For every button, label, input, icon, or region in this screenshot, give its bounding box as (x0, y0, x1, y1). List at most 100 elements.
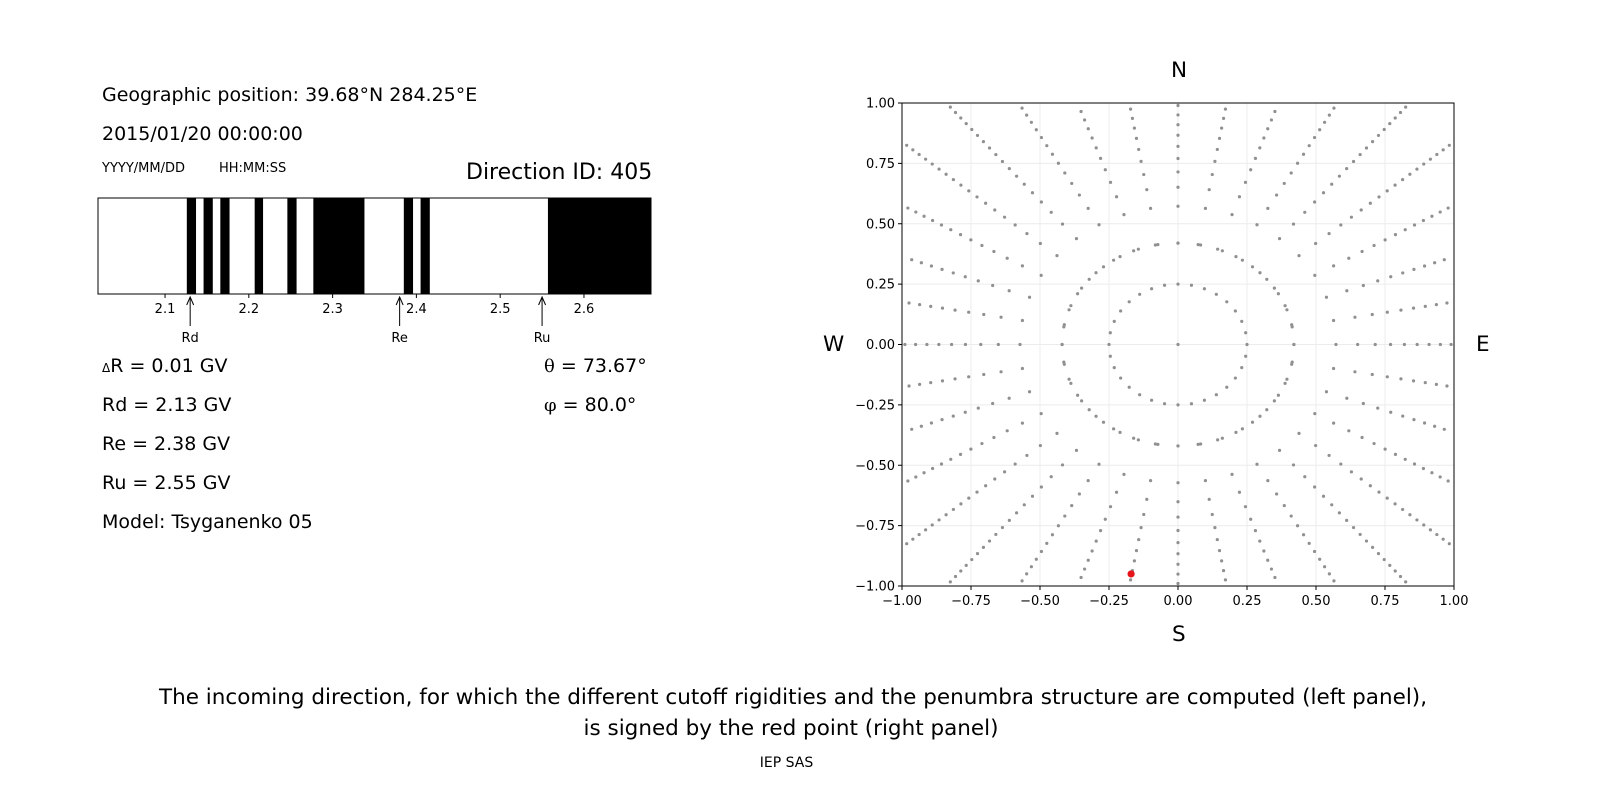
direction-point (991, 283, 995, 288)
direction-point (1438, 210, 1442, 214)
direction-point (1368, 484, 1372, 488)
direction-point (1258, 271, 1262, 275)
direction-point (1142, 172, 1146, 177)
direction-point (1136, 247, 1140, 251)
direction-point (1323, 565, 1327, 569)
direction-point (953, 110, 958, 115)
penumbra-x-tick-label: 2.1 (155, 302, 176, 317)
direction-point (1433, 424, 1437, 428)
scatter-x-tick-label: −1.00 (882, 594, 922, 609)
direction-point (1435, 532, 1439, 537)
penumbra-x-tick-label: 2.2 (238, 302, 259, 317)
direction-point (1269, 118, 1274, 122)
direction-point (1039, 273, 1043, 277)
direction-point (1022, 503, 1026, 507)
direction-point (1221, 116, 1226, 121)
direction-point (1176, 103, 1180, 108)
direction-point (1097, 462, 1101, 466)
direction-point (1076, 393, 1080, 397)
direction-point (984, 484, 988, 488)
direction-point (1393, 116, 1397, 120)
direction-point (1176, 515, 1180, 519)
direction-point (1412, 267, 1416, 271)
direction-point (1020, 366, 1025, 371)
direction-point (953, 574, 958, 579)
direction-point (1233, 309, 1237, 313)
direction-point (1007, 518, 1011, 522)
direction-point (1388, 342, 1393, 347)
direction-point (1297, 431, 1301, 435)
penumbra-frame (97, 197, 652, 295)
direction-point (1332, 264, 1336, 268)
direction-point (1020, 264, 1024, 268)
direction-point (1356, 342, 1360, 347)
rd-stat: Rd = 2.13 GV (102, 394, 232, 416)
direction-point (1176, 123, 1180, 127)
direction-point (1153, 442, 1157, 446)
direction-point (940, 418, 944, 422)
direction-point (940, 267, 944, 271)
direction-point (939, 223, 944, 227)
direction-point (1393, 569, 1397, 573)
direction-point (1291, 463, 1296, 467)
direction-point (1002, 470, 1007, 474)
direction-point (1291, 222, 1296, 226)
direction-point (1063, 514, 1067, 518)
direction-point (964, 563, 968, 567)
direction-point (1349, 470, 1354, 474)
direction-point (1007, 167, 1011, 171)
direction-point (1013, 223, 1017, 227)
direction-point (1334, 342, 1338, 347)
direction-point (951, 177, 955, 182)
direction-point (1258, 146, 1262, 150)
direction-point (911, 148, 915, 152)
direction-point (1214, 292, 1218, 296)
marker-arrow-head (538, 295, 547, 306)
re-stat: Re = 2.38 GV (102, 433, 231, 455)
direction-point (1111, 258, 1116, 262)
direction-point (1398, 574, 1403, 579)
direction-point (1408, 513, 1412, 517)
direction-point (1108, 505, 1113, 509)
direction-point (1149, 398, 1154, 402)
direction-point (1412, 223, 1417, 227)
direction-point (1018, 342, 1022, 347)
direction-point (1292, 342, 1296, 347)
direction-point (906, 206, 910, 210)
direction-point (959, 116, 963, 120)
direction-point (1376, 551, 1381, 556)
direction-point (1412, 462, 1417, 466)
direction-point (1020, 579, 1024, 583)
direction-point (953, 308, 957, 312)
direction-point (987, 539, 992, 543)
direction-point (1266, 558, 1270, 562)
scatter-x-tick-label: 0.75 (1371, 594, 1400, 609)
direction-point (1377, 490, 1381, 494)
direction-point (981, 545, 986, 550)
direction-point (930, 218, 935, 223)
direction-point (950, 342, 954, 347)
direction-point (1385, 496, 1389, 500)
direction-point (1422, 421, 1427, 425)
direction-point (1063, 171, 1067, 175)
direction-point (1318, 128, 1322, 132)
direction-point (996, 342, 1000, 347)
direction-point (1364, 539, 1369, 543)
direction-point (1283, 381, 1287, 385)
direction-point (1132, 126, 1136, 130)
direction-point (1137, 537, 1141, 542)
direction-point (1360, 435, 1364, 440)
direction-point (958, 452, 963, 456)
direction-point (1389, 275, 1393, 279)
penumbra-x-tick-label: 2.3 (322, 302, 343, 317)
direction-point (1253, 156, 1258, 160)
direction-point (1307, 144, 1311, 148)
direction-point (1385, 375, 1389, 379)
direction-point (1266, 127, 1270, 131)
direction-point (1070, 503, 1074, 508)
direction-point (944, 513, 948, 517)
direction-point (1265, 408, 1269, 412)
direction-point (1433, 261, 1437, 265)
direction-point (1245, 342, 1249, 347)
direction-point (1345, 396, 1349, 400)
